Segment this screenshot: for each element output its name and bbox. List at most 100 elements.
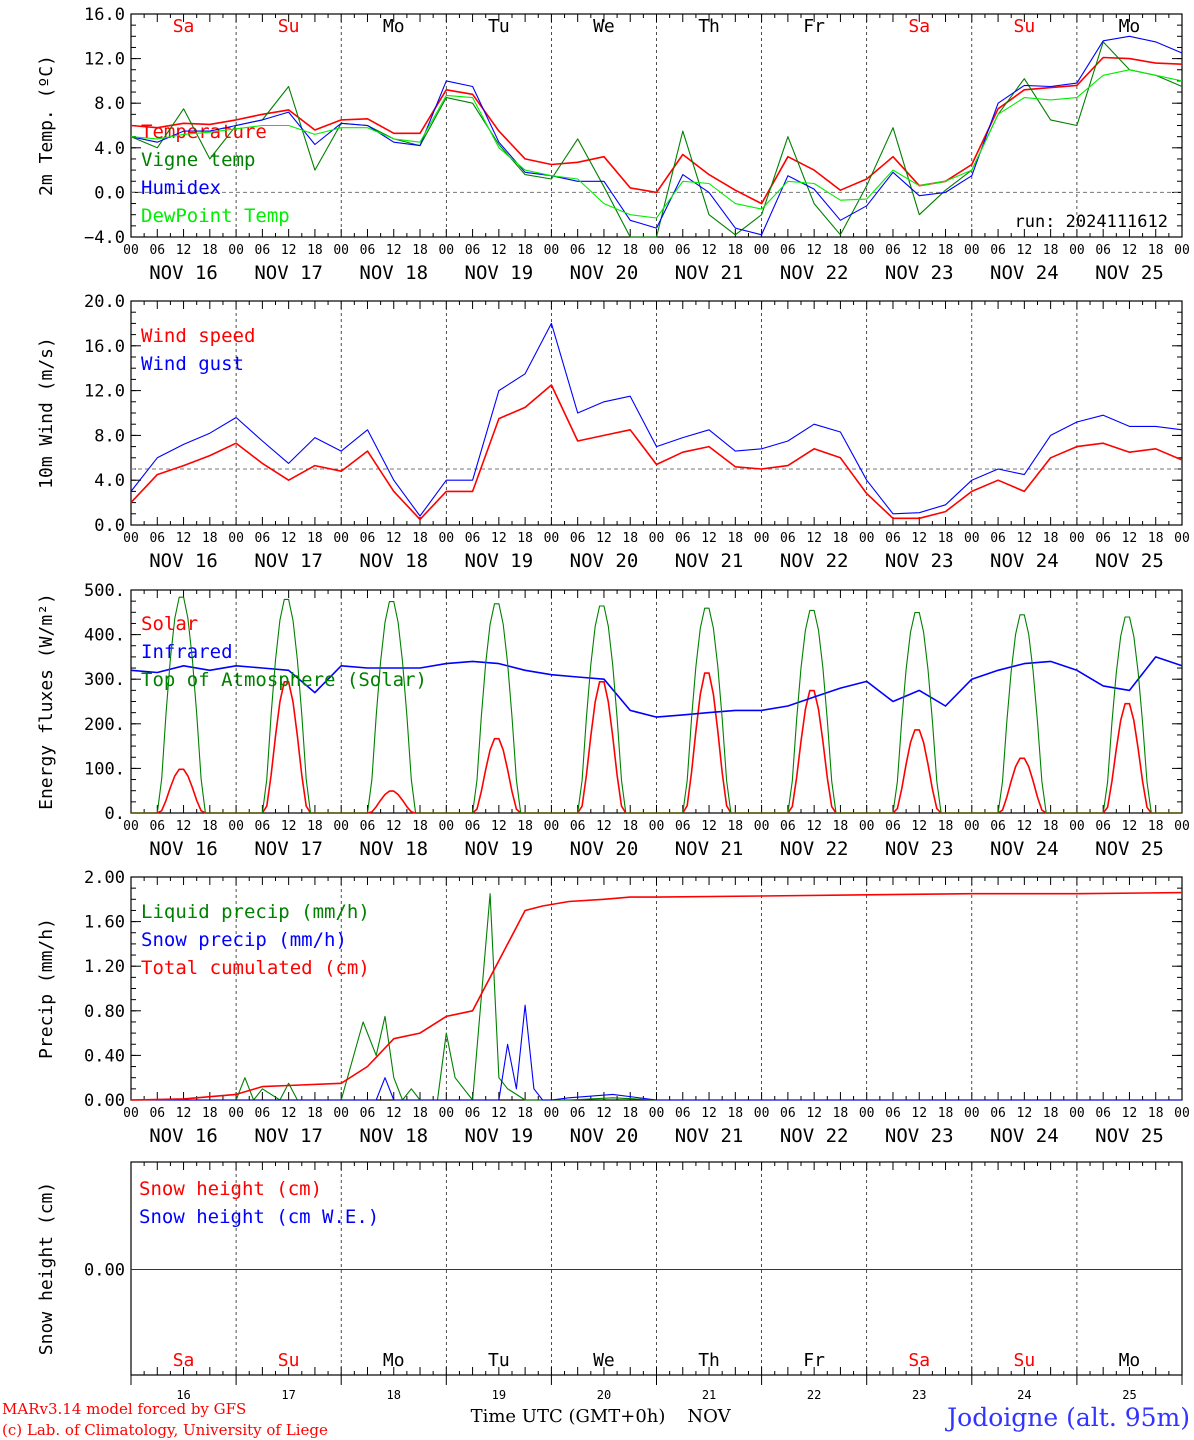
hour-tick-label: 06 (1095, 531, 1111, 546)
legend-entry: Humidex (141, 177, 221, 199)
hour-tick-label: 18 (833, 1106, 849, 1121)
series-line-wind-speed (130, 384, 1183, 521)
panel-5: 0.00 Snow height (cm) Snow height (cm) Snow… (36, 1161, 1183, 1402)
hour-tick-label: 18 (202, 1106, 218, 1121)
date-label: NOV 23 (885, 262, 954, 284)
hour-tick-label: 18 (307, 1106, 323, 1121)
hour-tick-label: 18 (517, 1106, 533, 1121)
hour-tick-label: 12 (911, 531, 927, 546)
hour-tick-label: 00 (228, 243, 244, 258)
date-label: NOV 18 (359, 262, 428, 284)
hour-tick-label: 12 (491, 819, 507, 834)
date-label: NOV 25 (1095, 838, 1164, 860)
hour-tick-label: 12 (701, 819, 717, 834)
legend-entry: Snow precip (mm/h) (141, 929, 347, 951)
hour-tick-label: 06 (149, 243, 165, 258)
weekday-label: Sa (173, 16, 195, 37)
legend-entry: Vigne temp (141, 149, 255, 171)
hour-tick-label: 00 (1069, 531, 1085, 546)
y-tick-label: 200. (84, 715, 125, 735)
hour-tick-label: 06 (990, 1106, 1006, 1121)
hour-tick-label: 00 (859, 531, 875, 546)
hour-tick-label: 18 (622, 531, 638, 546)
location-label: Jodoigne (alt. 95m) (944, 1403, 1190, 1432)
panel-3: 0. 100. 200. 300. 400. 500. Energy fluxes (W/m… (36, 581, 1190, 860)
hour-tick-label: 12 (491, 531, 507, 546)
date-label: NOV 18 (359, 550, 428, 572)
hour-tick-label: 00 (964, 531, 980, 546)
hour-tick-label: 18 (1043, 819, 1059, 834)
date-label: NOV 19 (465, 838, 534, 860)
hour-tick-label: 12 (386, 1106, 402, 1121)
legend-entry: Top of Atmosphere (Solar) (141, 669, 427, 691)
hour-tick-label: 00 (544, 819, 560, 834)
hour-tick-label: 18 (307, 819, 323, 834)
y-axis-label: 10m Wind (m/s) (36, 337, 57, 489)
series-line-infrared (130, 656, 1183, 718)
hour-tick-label: 06 (780, 819, 796, 834)
hour-tick-label: 12 (806, 531, 822, 546)
date-label: NOV 22 (780, 838, 849, 860)
y-tick-label: 0. (105, 804, 125, 824)
date-label: NOV 20 (570, 1125, 639, 1147)
weekday-label: We (593, 16, 615, 37)
hour-tick-label: 12 (701, 243, 717, 258)
hour-tick-label: 18 (833, 243, 849, 258)
hour-tick-label: 06 (360, 531, 376, 546)
hour-tick-label: 00 (754, 819, 770, 834)
date-label: NOV 22 (780, 550, 849, 572)
day-number: 16 (176, 1388, 190, 1402)
hour-tick-label: 12 (806, 1106, 822, 1121)
hour-tick-label: 18 (727, 531, 743, 546)
series-line-wind-gust (130, 322, 1183, 517)
legend-entry: Solar (141, 613, 198, 635)
day-number: 18 (387, 1388, 401, 1402)
hour-tick-label: 12 (911, 1106, 927, 1121)
hour-tick-label: 12 (176, 531, 192, 546)
date-label: NOV 16 (149, 550, 218, 572)
y-tick-label: 0.0 (94, 183, 125, 203)
date-label: NOV 23 (885, 550, 954, 572)
weekday-label: Tu (488, 1350, 510, 1371)
hour-tick-label: 06 (990, 531, 1006, 546)
hour-tick-label: 12 (386, 819, 402, 834)
hour-tick-label: 12 (386, 243, 402, 258)
hour-tick-label: 06 (360, 819, 376, 834)
weekday-label: Tu (488, 16, 510, 37)
date-label: NOV 25 (1095, 1125, 1164, 1147)
hour-tick-label: 18 (412, 531, 428, 546)
hour-tick-label: 06 (465, 819, 481, 834)
weekday-label: Fr (803, 16, 825, 37)
hour-tick-label: 06 (570, 243, 586, 258)
y-tick-label: 1.60 (84, 913, 125, 933)
hour-tick-label: 06 (360, 1106, 376, 1121)
hour-tick-label: 06 (570, 1106, 586, 1121)
hour-tick-label: 06 (255, 1106, 271, 1121)
hour-tick-label: 18 (202, 243, 218, 258)
date-label: NOV 21 (675, 550, 744, 572)
hour-tick-label: 18 (517, 243, 533, 258)
hour-tick-label: 18 (938, 819, 954, 834)
panel-1: −4.0 0.0 4.0 8.0 12.0 16.0 2m Temp. (ºC) Temper… (36, 5, 1190, 284)
month-label: NOV (687, 1406, 731, 1427)
hour-tick-label: 12 (701, 531, 717, 546)
hour-tick-label: 00 (964, 243, 980, 258)
hour-tick-label: 18 (517, 531, 533, 546)
weekday-label: Sa (908, 16, 930, 37)
hour-tick-label: 00 (754, 1106, 770, 1121)
y-tick-label: 0.40 (84, 1046, 125, 1066)
hour-tick-label: 12 (491, 1106, 507, 1121)
hour-tick-label: 06 (885, 819, 901, 834)
y-tick-label: 16.0 (84, 5, 125, 25)
hour-tick-label: 12 (911, 819, 927, 834)
weekday-label: Mo (383, 16, 405, 37)
hour-tick-label: 00 (438, 1106, 454, 1121)
y-tick-label: 0.80 (84, 1002, 125, 1022)
y-axis-label: Energy fluxes (W/m²) (36, 593, 57, 810)
hour-tick-label: 06 (570, 531, 586, 546)
hour-tick-label: 06 (1095, 243, 1111, 258)
hour-tick-label: 18 (202, 531, 218, 546)
hour-tick-label: 12 (596, 531, 612, 546)
weekday-label: Sa (173, 1350, 195, 1371)
